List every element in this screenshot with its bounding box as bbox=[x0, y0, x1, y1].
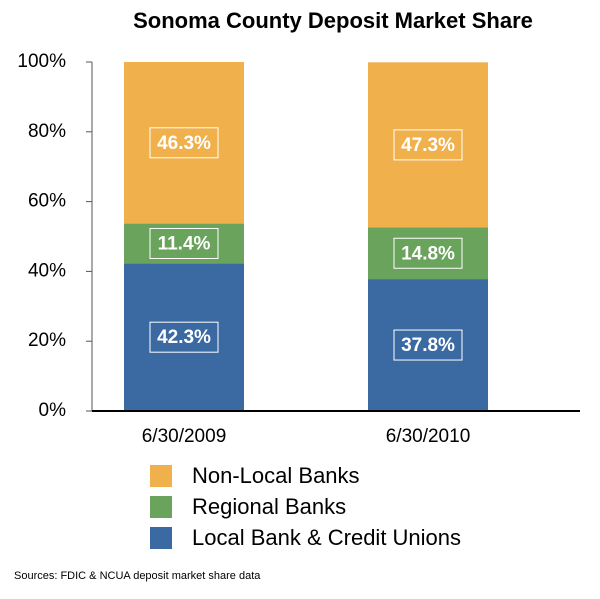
legend-label: Non-Local Banks bbox=[192, 463, 360, 488]
source-note: Sources: FDIC & NCUA deposit market shar… bbox=[14, 570, 261, 582]
y-tick-label: 40% bbox=[28, 260, 66, 281]
legend-swatch bbox=[150, 527, 172, 549]
bar-segment bbox=[124, 62, 244, 224]
value-label-box bbox=[149, 227, 219, 259]
bar-segment bbox=[368, 227, 488, 280]
y-tick-label: 60% bbox=[28, 191, 66, 212]
y-tick-label: 20% bbox=[28, 330, 66, 351]
value-label: 14.8% bbox=[401, 243, 455, 264]
bar-segment bbox=[368, 279, 488, 411]
y-tick-label: 80% bbox=[28, 121, 66, 142]
y-tick-label: 0% bbox=[39, 400, 67, 421]
value-label-box bbox=[393, 129, 463, 161]
legend-swatch bbox=[150, 496, 172, 518]
legend-swatch bbox=[150, 465, 172, 487]
value-label: 42.3% bbox=[157, 327, 211, 348]
value-label-box bbox=[393, 329, 463, 361]
value-label: 46.3% bbox=[157, 133, 211, 154]
legend-label: Local Bank & Credit Unions bbox=[192, 525, 461, 550]
legend-label: Regional Banks bbox=[192, 494, 346, 519]
value-label-box bbox=[393, 237, 463, 269]
value-label-box bbox=[149, 321, 219, 353]
y-tick-label: 100% bbox=[17, 51, 66, 72]
value-label: 11.4% bbox=[158, 233, 211, 254]
value-label: 47.3% bbox=[401, 135, 455, 156]
x-tick-label: 6/30/2009 bbox=[142, 426, 227, 447]
value-label: 37.8% bbox=[401, 335, 455, 356]
chart-title: Sonoma County Deposit Market Share bbox=[133, 8, 533, 33]
value-label-box bbox=[149, 127, 219, 159]
bar-segment bbox=[124, 223, 244, 264]
bar-segment bbox=[124, 263, 244, 411]
x-tick-label: 6/30/2010 bbox=[386, 426, 471, 447]
bar-segment bbox=[368, 62, 488, 228]
